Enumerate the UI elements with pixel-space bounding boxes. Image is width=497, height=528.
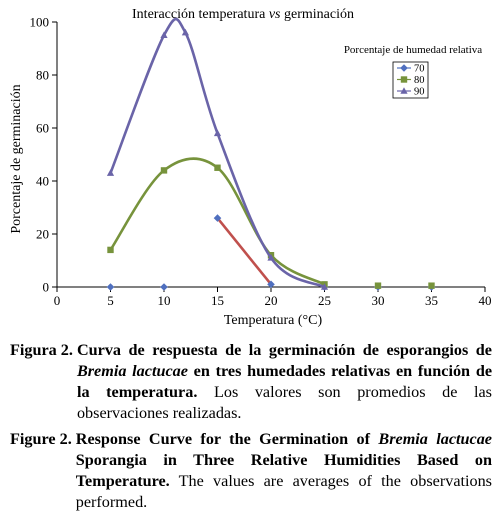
caption-english-text: Response Curve for the Germination of Br…	[75, 430, 492, 511]
y-axis-label: Porcentaje de germinación	[9, 84, 24, 233]
caption-english-label: Figure 2.	[10, 430, 72, 448]
chart-title: Interacción temperatura vs germinación	[132, 7, 354, 22]
legend-marker-80	[400, 76, 408, 83]
caption-english: Figure 2. Response Curve for the Germina…	[10, 429, 492, 513]
series-80-point	[428, 282, 435, 289]
y-tick-label: 80	[36, 68, 49, 83]
series-90-point	[160, 31, 168, 39]
x-tick-label: 40	[479, 293, 492, 308]
x-tick-label: 10	[158, 293, 171, 308]
series-80-point	[107, 246, 114, 254]
series-80-point	[160, 167, 168, 174]
germination-chart: Interacción temperatura vs germinación P…	[9, 7, 492, 328]
series-70-point	[267, 280, 275, 289]
axes: 0 5 10 15 20 25 30 35 40 0 20 40 60 80 100	[30, 15, 492, 309]
legend-marker-70	[400, 64, 408, 72]
legend-label-70: 70	[414, 64, 425, 75]
x-tick-label: 20	[265, 293, 278, 308]
series-90-line	[109, 17, 326, 289]
series-90-point	[267, 254, 275, 261]
x-tick-label: 5	[107, 293, 114, 308]
x-tick-label: 25	[318, 293, 331, 308]
series-70-line	[216, 217, 273, 286]
series-80-point	[374, 282, 382, 289]
x-tick-label: 30	[372, 293, 385, 308]
caption-spanish: Figura 2. Curva de respuesta de la germi…	[10, 340, 492, 424]
series-80-point	[214, 164, 221, 171]
x-axis-label: Temperatura (°C)	[224, 313, 323, 328]
legend-marker-90	[400, 87, 408, 94]
legend-label-80: 80	[414, 75, 425, 86]
y-tick-label: 40	[36, 174, 49, 189]
plot-area	[106, 17, 436, 291]
y-tick-label: 0	[43, 280, 50, 295]
series-80	[107, 157, 435, 289]
series-90-point	[181, 28, 189, 36]
x-tick-label: 35	[425, 293, 438, 308]
series-70-point	[106, 283, 115, 291]
legend-title: Porcentaje de humedad relativa	[344, 44, 482, 56]
caption-spanish-label: Figura 2.	[10, 341, 73, 359]
y-tick-label: 60	[36, 121, 49, 136]
x-tick-label: 0	[54, 293, 61, 308]
y-tick-label: 20	[36, 227, 49, 242]
series-70-point	[213, 214, 222, 222]
series-90	[106, 17, 329, 290]
series-90-point	[213, 129, 222, 137]
series-90-point	[106, 169, 115, 176]
caption-spanish-text: Curva de respuesta de la germinación de …	[76, 341, 493, 422]
series-70-point	[160, 283, 168, 291]
x-tick-label: 15	[211, 293, 224, 308]
legend-label-90: 90	[414, 87, 425, 98]
y-tick-label: 100	[30, 15, 50, 30]
series-90-point	[320, 283, 329, 290]
